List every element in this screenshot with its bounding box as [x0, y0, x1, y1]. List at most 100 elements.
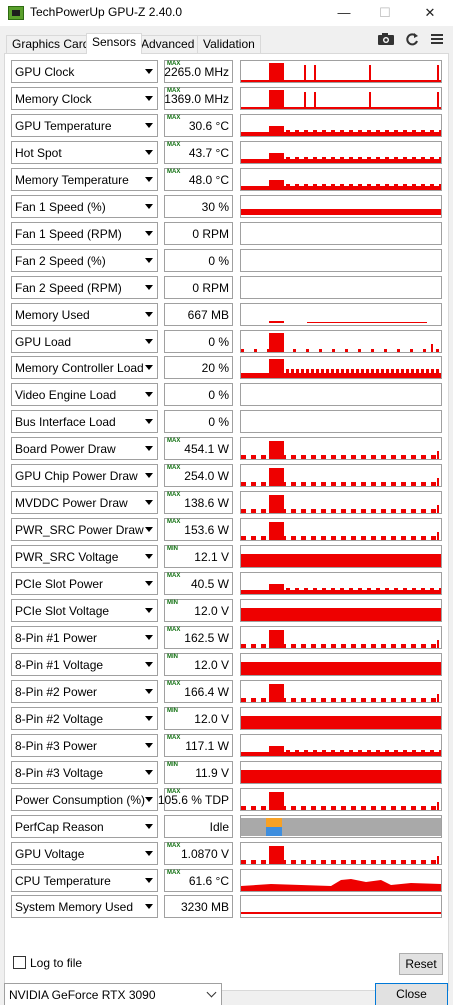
sensor-value-box: MAX 61.6 °C	[164, 868, 233, 892]
sensor-selector[interactable]: Hot Spot	[11, 140, 158, 164]
sensor-graph	[240, 572, 442, 595]
sensor-name: Fan 1 Speed (RPM)	[15, 226, 122, 241]
sensor-selector[interactable]: MVDDC Power Draw	[11, 491, 158, 515]
history-graph-svg	[241, 769, 441, 783]
dropdown-arrow-icon	[145, 230, 153, 236]
log-to-file-checkbox[interactable]	[13, 956, 26, 969]
sensor-row-memory-temperature: Memory Temperature MAX 48.0 °C	[9, 167, 442, 193]
sensor-graph	[240, 410, 442, 434]
sensor-value-box: 0 %	[164, 383, 233, 407]
history-graph-svg	[241, 715, 441, 729]
sensor-graph	[240, 275, 442, 299]
history-graph-svg	[241, 745, 441, 756]
tab-graphics-card[interactable]: Graphics Card	[6, 35, 96, 53]
sensor-selector[interactable]: Memory Used	[11, 302, 158, 326]
sensor-selector[interactable]: Fan 2 Speed (%)	[11, 248, 158, 272]
sensor-graph	[240, 329, 442, 353]
sensor-row-8-pin-1-power: 8-Pin #1 Power MAX 162.5 W	[9, 625, 442, 651]
sensor-name: Video Engine Load	[15, 388, 117, 403]
sensor-selector[interactable]: Board Power Draw	[11, 437, 158, 461]
close-window-button[interactable]: ✕	[424, 5, 436, 20]
sensor-value-box: MIN 12.0 V	[164, 599, 233, 622]
sensor-name: PCIe Slot Voltage	[15, 604, 110, 618]
stat-mode-badge: MAX	[167, 465, 181, 472]
sensor-value: 117.1 W	[185, 738, 229, 753]
close-button[interactable]: Close	[375, 983, 448, 1005]
dropdown-arrow-icon	[145, 527, 153, 533]
sensor-value: 105.6 % TDP	[157, 792, 229, 807]
sensor-name: 8-Pin #2 Voltage	[15, 711, 104, 726]
sensor-selector[interactable]: GPU Clock	[11, 60, 158, 83]
sensor-graph	[240, 895, 442, 919]
sensor-name: Fan 2 Speed (%)	[15, 253, 106, 268]
sensor-graph	[240, 113, 442, 137]
sensor-name: PWR_SRC Voltage	[15, 550, 119, 565]
sensor-row-memory-used: Memory Used 667 MB	[9, 302, 442, 328]
sensor-selector[interactable]: PWR_SRC Voltage	[11, 545, 158, 569]
sensor-selector[interactable]: Video Engine Load	[11, 383, 158, 407]
sensor-value-box: MIN 12.0 V	[164, 652, 233, 676]
sensor-selector[interactable]: Fan 1 Speed (RPM)	[11, 221, 158, 245]
sensor-selector[interactable]: 8-Pin #2 Power	[11, 679, 158, 703]
sensor-selector[interactable]: PCIe Slot Voltage	[11, 599, 158, 622]
sensor-value: 3230 MB	[180, 900, 229, 915]
history-graph-svg	[241, 179, 441, 190]
history-graph-svg	[241, 522, 439, 541]
stat-mode-badge: MAX	[167, 788, 181, 795]
sensor-selector[interactable]: GPU Voltage	[11, 841, 158, 865]
sensor-selector[interactable]: 8-Pin #1 Power	[11, 625, 158, 649]
refresh-icon[interactable]	[403, 31, 421, 47]
tab-validation[interactable]: Validation	[197, 35, 261, 53]
history-graph-svg	[269, 320, 427, 323]
sensor-selector[interactable]: 8-Pin #3 Power	[11, 733, 158, 757]
sensor-selector[interactable]: 8-Pin #2 Voltage	[11, 706, 158, 730]
sensor-selector[interactable]: GPU Load	[11, 329, 158, 353]
sensor-selector[interactable]: Fan 2 Speed (RPM)	[11, 275, 158, 299]
sensor-selector[interactable]: System Memory Used	[11, 895, 158, 919]
dropdown-arrow-icon	[145, 634, 153, 640]
sensor-selector[interactable]: PCIe Slot Power	[11, 572, 158, 595]
sensor-selector[interactable]: CPU Temperature	[11, 868, 158, 892]
sensor-selector[interactable]: Memory Temperature	[11, 167, 158, 191]
sensor-selector[interactable]: PWR_SRC Power Draw	[11, 518, 158, 542]
sensor-selector[interactable]: GPU Chip Power Draw	[11, 464, 158, 488]
title-bar: TechPowerUp GPU-Z 2.40.0 — ☐ ✕	[0, 0, 453, 26]
sensor-graph	[240, 760, 442, 784]
minimize-button[interactable]: —	[337, 5, 351, 20]
sensor-name: Hot Spot	[15, 145, 62, 160]
gpu-select-dropdown[interactable]: NVIDIA GeForce RTX 3090	[4, 983, 222, 1005]
stat-mode-badge: MAX	[167, 61, 181, 67]
tab-sensors[interactable]: Sensors	[86, 33, 143, 54]
sensor-name: 8-Pin #2 Power	[15, 684, 98, 699]
sensor-row-video-engine-load: Video Engine Load 0 %	[9, 383, 442, 408]
sensor-selector[interactable]: 8-Pin #1 Voltage	[11, 652, 158, 676]
sensor-selector[interactable]: Power Consumption (%)	[11, 787, 158, 811]
sensor-row-8-pin-3-voltage: 8-Pin #3 Voltage MIN 11.9 V	[9, 760, 442, 786]
sensor-value-box: 0 RPM	[164, 275, 233, 299]
sensor-selector[interactable]: Memory Clock	[11, 87, 158, 110]
sensor-selector[interactable]: 8-Pin #3 Voltage	[11, 760, 158, 784]
camera-icon[interactable]	[377, 31, 395, 47]
tab-advanced[interactable]: Advanced	[135, 35, 201, 53]
sensor-row-perfcap-reason: PerfCap Reason Idle	[9, 814, 442, 840]
sensor-graph	[240, 302, 442, 326]
footer-bar: Log to file Reset NVIDIA GeForce RTX 309…	[0, 946, 453, 1005]
sensor-name: PCIe Slot Power	[15, 577, 104, 591]
sensor-row-fan-1-speed-rpm: Fan 1 Speed (RPM) 0 RPM	[9, 221, 442, 247]
window-title: TechPowerUp GPU-Z 2.40.0	[30, 5, 183, 19]
sensor-selector[interactable]: Memory Controller Load	[11, 356, 158, 380]
sensor-selector[interactable]: Bus Interface Load	[11, 410, 158, 434]
sensor-graph	[240, 679, 442, 703]
sensor-selector[interactable]: PerfCap Reason	[11, 814, 158, 838]
sensor-value-box: MAX 2265.0 MHz	[164, 60, 233, 83]
reset-button[interactable]: Reset	[399, 953, 443, 975]
dropdown-arrow-icon	[145, 149, 153, 155]
sensor-value-box: 0 %	[164, 248, 233, 272]
stat-mode-badge: MAX	[167, 114, 181, 121]
menu-icon[interactable]	[429, 31, 447, 47]
sensor-selector[interactable]: Fan 1 Speed (%)	[11, 194, 158, 218]
maximize-button[interactable]: ☐	[379, 5, 391, 20]
sensor-graph	[240, 356, 442, 380]
sensor-selector[interactable]: GPU Temperature	[11, 113, 158, 137]
history-graph-svg	[241, 411, 441, 432]
